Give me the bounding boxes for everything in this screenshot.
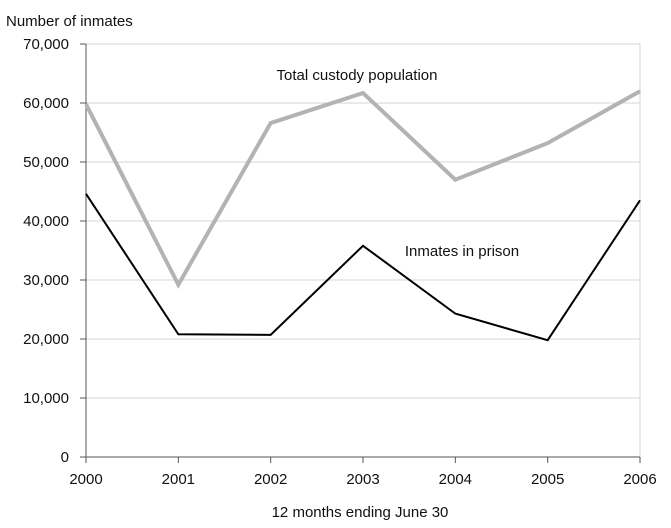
y-axis-title: Number of inmates bbox=[6, 13, 133, 30]
y-tick-label: 50,000 bbox=[23, 154, 69, 171]
y-tick-label: 0 bbox=[61, 449, 69, 466]
series-line-total-custody bbox=[84, 89, 641, 289]
series-label-inmates-in-prison: Inmates in prison bbox=[405, 243, 519, 260]
x-tick-label: 2000 bbox=[69, 471, 102, 488]
y-tick-label: 20,000 bbox=[23, 331, 69, 348]
axes: 0 10,000 20,000 30,000 40,000 50,000 60,000 70,… bbox=[23, 36, 657, 488]
x-tick-label: 2001 bbox=[162, 471, 195, 488]
series-label-total-custody: Total custody population bbox=[277, 67, 438, 84]
x-tick-label: 2003 bbox=[346, 471, 379, 488]
x-axis-title: 12 months ending June 30 bbox=[272, 504, 449, 521]
y-tick-label: 30,000 bbox=[23, 272, 69, 289]
y-tick-label: 70,000 bbox=[23, 36, 69, 53]
series-lines bbox=[84, 89, 641, 342]
y-tick-label: 60,000 bbox=[23, 95, 69, 112]
x-tick-label: 2006 bbox=[623, 471, 656, 488]
x-tick-label: 2005 bbox=[531, 471, 564, 488]
y-tick-label: 40,000 bbox=[23, 213, 69, 230]
series-line-inmates-in-prison bbox=[85, 193, 641, 342]
x-tick-label: 2004 bbox=[439, 471, 472, 488]
y-tick-label: 10,000 bbox=[23, 390, 69, 407]
gridlines bbox=[86, 43, 641, 457]
x-tick-label: 2002 bbox=[254, 471, 287, 488]
